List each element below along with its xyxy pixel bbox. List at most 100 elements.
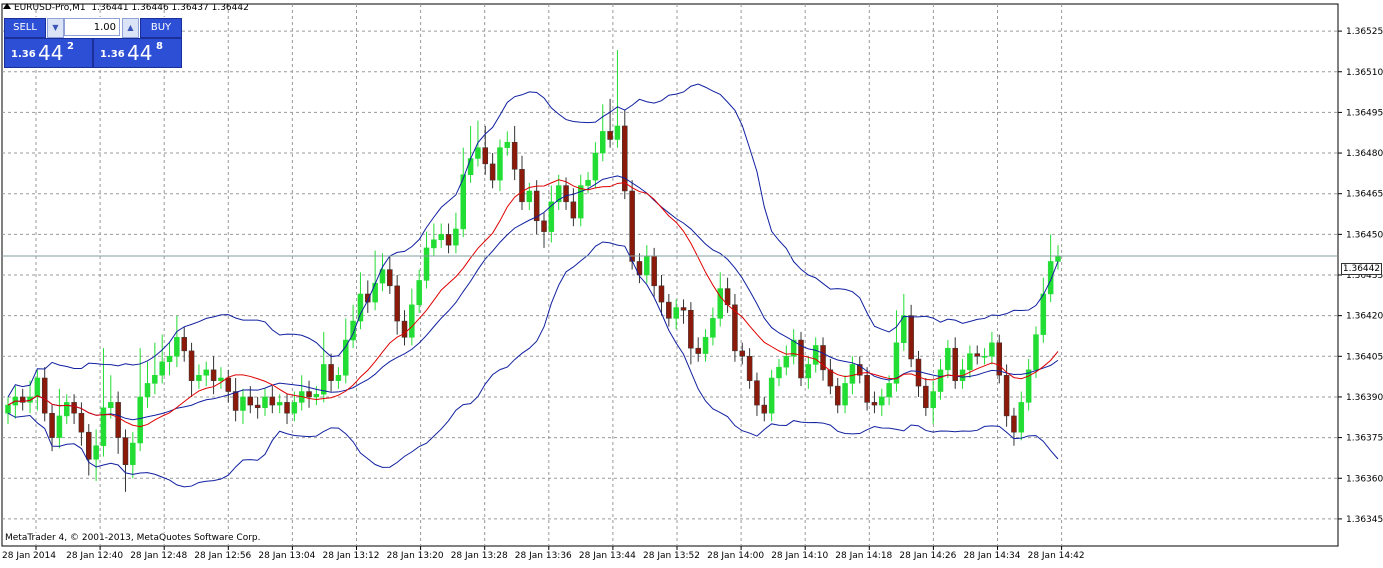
sell-button[interactable]: SELL bbox=[4, 18, 46, 38]
x-tick-label: 28 Jan 12:48 bbox=[130, 551, 187, 561]
candle-body bbox=[915, 358, 922, 387]
copyright-text: MetaTrader 4, © 2001-2013, MetaQuotes So… bbox=[5, 533, 261, 543]
lots-decrease-icon[interactable]: ▼ bbox=[47, 18, 64, 38]
y-tick-label: 1.36360 bbox=[1346, 474, 1383, 484]
y-tick-label: 1.36465 bbox=[1346, 190, 1383, 200]
candle-body bbox=[834, 385, 841, 406]
x-tick-label: 28 Jan 14:10 bbox=[771, 551, 828, 561]
lots-increase-icon[interactable]: ▲ bbox=[122, 18, 139, 38]
candle-body bbox=[930, 391, 936, 409]
candle-body bbox=[188, 350, 195, 381]
candle-body bbox=[937, 369, 944, 392]
candle-body bbox=[144, 383, 151, 398]
candle-body bbox=[614, 125, 621, 140]
candle-body bbox=[680, 307, 687, 311]
x-tick-label: 28 Jan 13:36 bbox=[515, 551, 572, 561]
candle-body bbox=[335, 375, 342, 381]
candle-body bbox=[688, 309, 694, 349]
candle-body bbox=[19, 396, 26, 403]
candle-body bbox=[56, 415, 63, 438]
candle-body bbox=[306, 391, 312, 398]
sell-price-fraction: 2 bbox=[67, 41, 74, 52]
y-tick-label: 1.36480 bbox=[1346, 149, 1383, 159]
candle-body bbox=[115, 402, 121, 438]
candle-body bbox=[768, 377, 775, 414]
candle-body bbox=[1040, 293, 1047, 335]
candle-body bbox=[577, 185, 584, 219]
candle-body bbox=[519, 169, 525, 203]
candle-body bbox=[313, 393, 320, 398]
candle-body bbox=[908, 315, 914, 360]
candle-body bbox=[328, 364, 334, 381]
x-tick-label: 28 Jan 14:00 bbox=[707, 551, 764, 561]
symbol-title: EURUSD-Pro,M1 bbox=[14, 3, 86, 13]
sell-price-big: 1.36 bbox=[11, 49, 36, 60]
candle-body bbox=[416, 280, 422, 306]
candle-body bbox=[122, 437, 129, 465]
candle-body bbox=[284, 402, 290, 414]
candle-body bbox=[467, 158, 474, 175]
candle-body bbox=[1047, 261, 1054, 295]
x-tick-label: 28 Jan 13:44 bbox=[579, 551, 636, 561]
candle-body bbox=[533, 190, 540, 222]
x-tick-label: 28 Jan 13:52 bbox=[643, 551, 700, 561]
candle-body bbox=[438, 234, 444, 241]
candle-body bbox=[1018, 402, 1025, 433]
candle-body bbox=[827, 369, 834, 387]
candle-body bbox=[923, 385, 929, 409]
candle-body bbox=[555, 185, 562, 203]
candle-body bbox=[100, 407, 107, 446]
candle-body bbox=[86, 431, 92, 460]
ohlc-readout: 1.36441 1.36446 1.36437 1.36442 bbox=[91, 3, 249, 13]
lots-field[interactable]: 1.00 bbox=[64, 18, 120, 36]
candle-body bbox=[629, 190, 635, 262]
y-tick-label: 1.36345 bbox=[1346, 515, 1383, 525]
candle-body bbox=[812, 345, 819, 365]
y-tick-label: 1.36510 bbox=[1346, 68, 1383, 78]
current-price-label: 1.36442 bbox=[1341, 263, 1382, 275]
candle-body bbox=[798, 339, 804, 379]
x-tick-label: 28 Jan 13:28 bbox=[451, 551, 508, 561]
candle-body bbox=[320, 364, 327, 395]
candle-body bbox=[849, 364, 856, 384]
y-tick-label: 1.36525 bbox=[1346, 27, 1383, 37]
candle-body bbox=[475, 147, 481, 159]
x-tick-label: 28 Jan 14:42 bbox=[1028, 551, 1085, 561]
candle-body bbox=[1025, 369, 1032, 403]
candle-body bbox=[482, 147, 489, 165]
buy-button[interactable]: BUY bbox=[140, 18, 182, 38]
sell-price-button[interactable]: 1.36 44 2 bbox=[4, 38, 93, 68]
buy-price-button[interactable]: 1.36 44 8 bbox=[93, 38, 182, 68]
candle-body bbox=[181, 337, 187, 352]
x-tick-label: 28 Jan 12:56 bbox=[194, 551, 251, 561]
one-click-trading-panel: SELL ▼ 1.00 ▲ BUY 1.36 44 2 1.36 44 8 bbox=[4, 17, 182, 68]
candle-body bbox=[695, 347, 701, 354]
candle-body bbox=[232, 391, 239, 411]
candle-body bbox=[269, 396, 276, 406]
candle-body bbox=[262, 396, 268, 409]
candle-body bbox=[387, 269, 393, 287]
candle-body bbox=[63, 402, 70, 417]
candle-body bbox=[511, 141, 518, 170]
candle-body bbox=[357, 293, 364, 322]
candle-body bbox=[1003, 375, 1010, 417]
candle-body bbox=[856, 364, 863, 376]
candle-body bbox=[563, 185, 569, 203]
candle-body bbox=[739, 350, 746, 357]
candle-body bbox=[673, 307, 679, 319]
candle-body bbox=[34, 377, 41, 398]
candle-body bbox=[945, 347, 951, 371]
candle-body bbox=[240, 396, 246, 411]
candle-body bbox=[548, 201, 555, 232]
candle-body bbox=[453, 228, 459, 246]
buy-price-pips: 44 bbox=[127, 41, 153, 65]
chart-header: EURUSD-Pro,M1 1.36441 1.36446 1.36437 1.… bbox=[3, 3, 249, 13]
buy-price-big: 1.36 bbox=[100, 49, 125, 60]
x-tick-label: 28 Jan 14:34 bbox=[964, 551, 1021, 561]
candle-body bbox=[5, 404, 11, 414]
candle-body bbox=[541, 220, 547, 232]
buy-price-fraction: 8 bbox=[156, 41, 163, 52]
candle-body bbox=[152, 375, 158, 384]
